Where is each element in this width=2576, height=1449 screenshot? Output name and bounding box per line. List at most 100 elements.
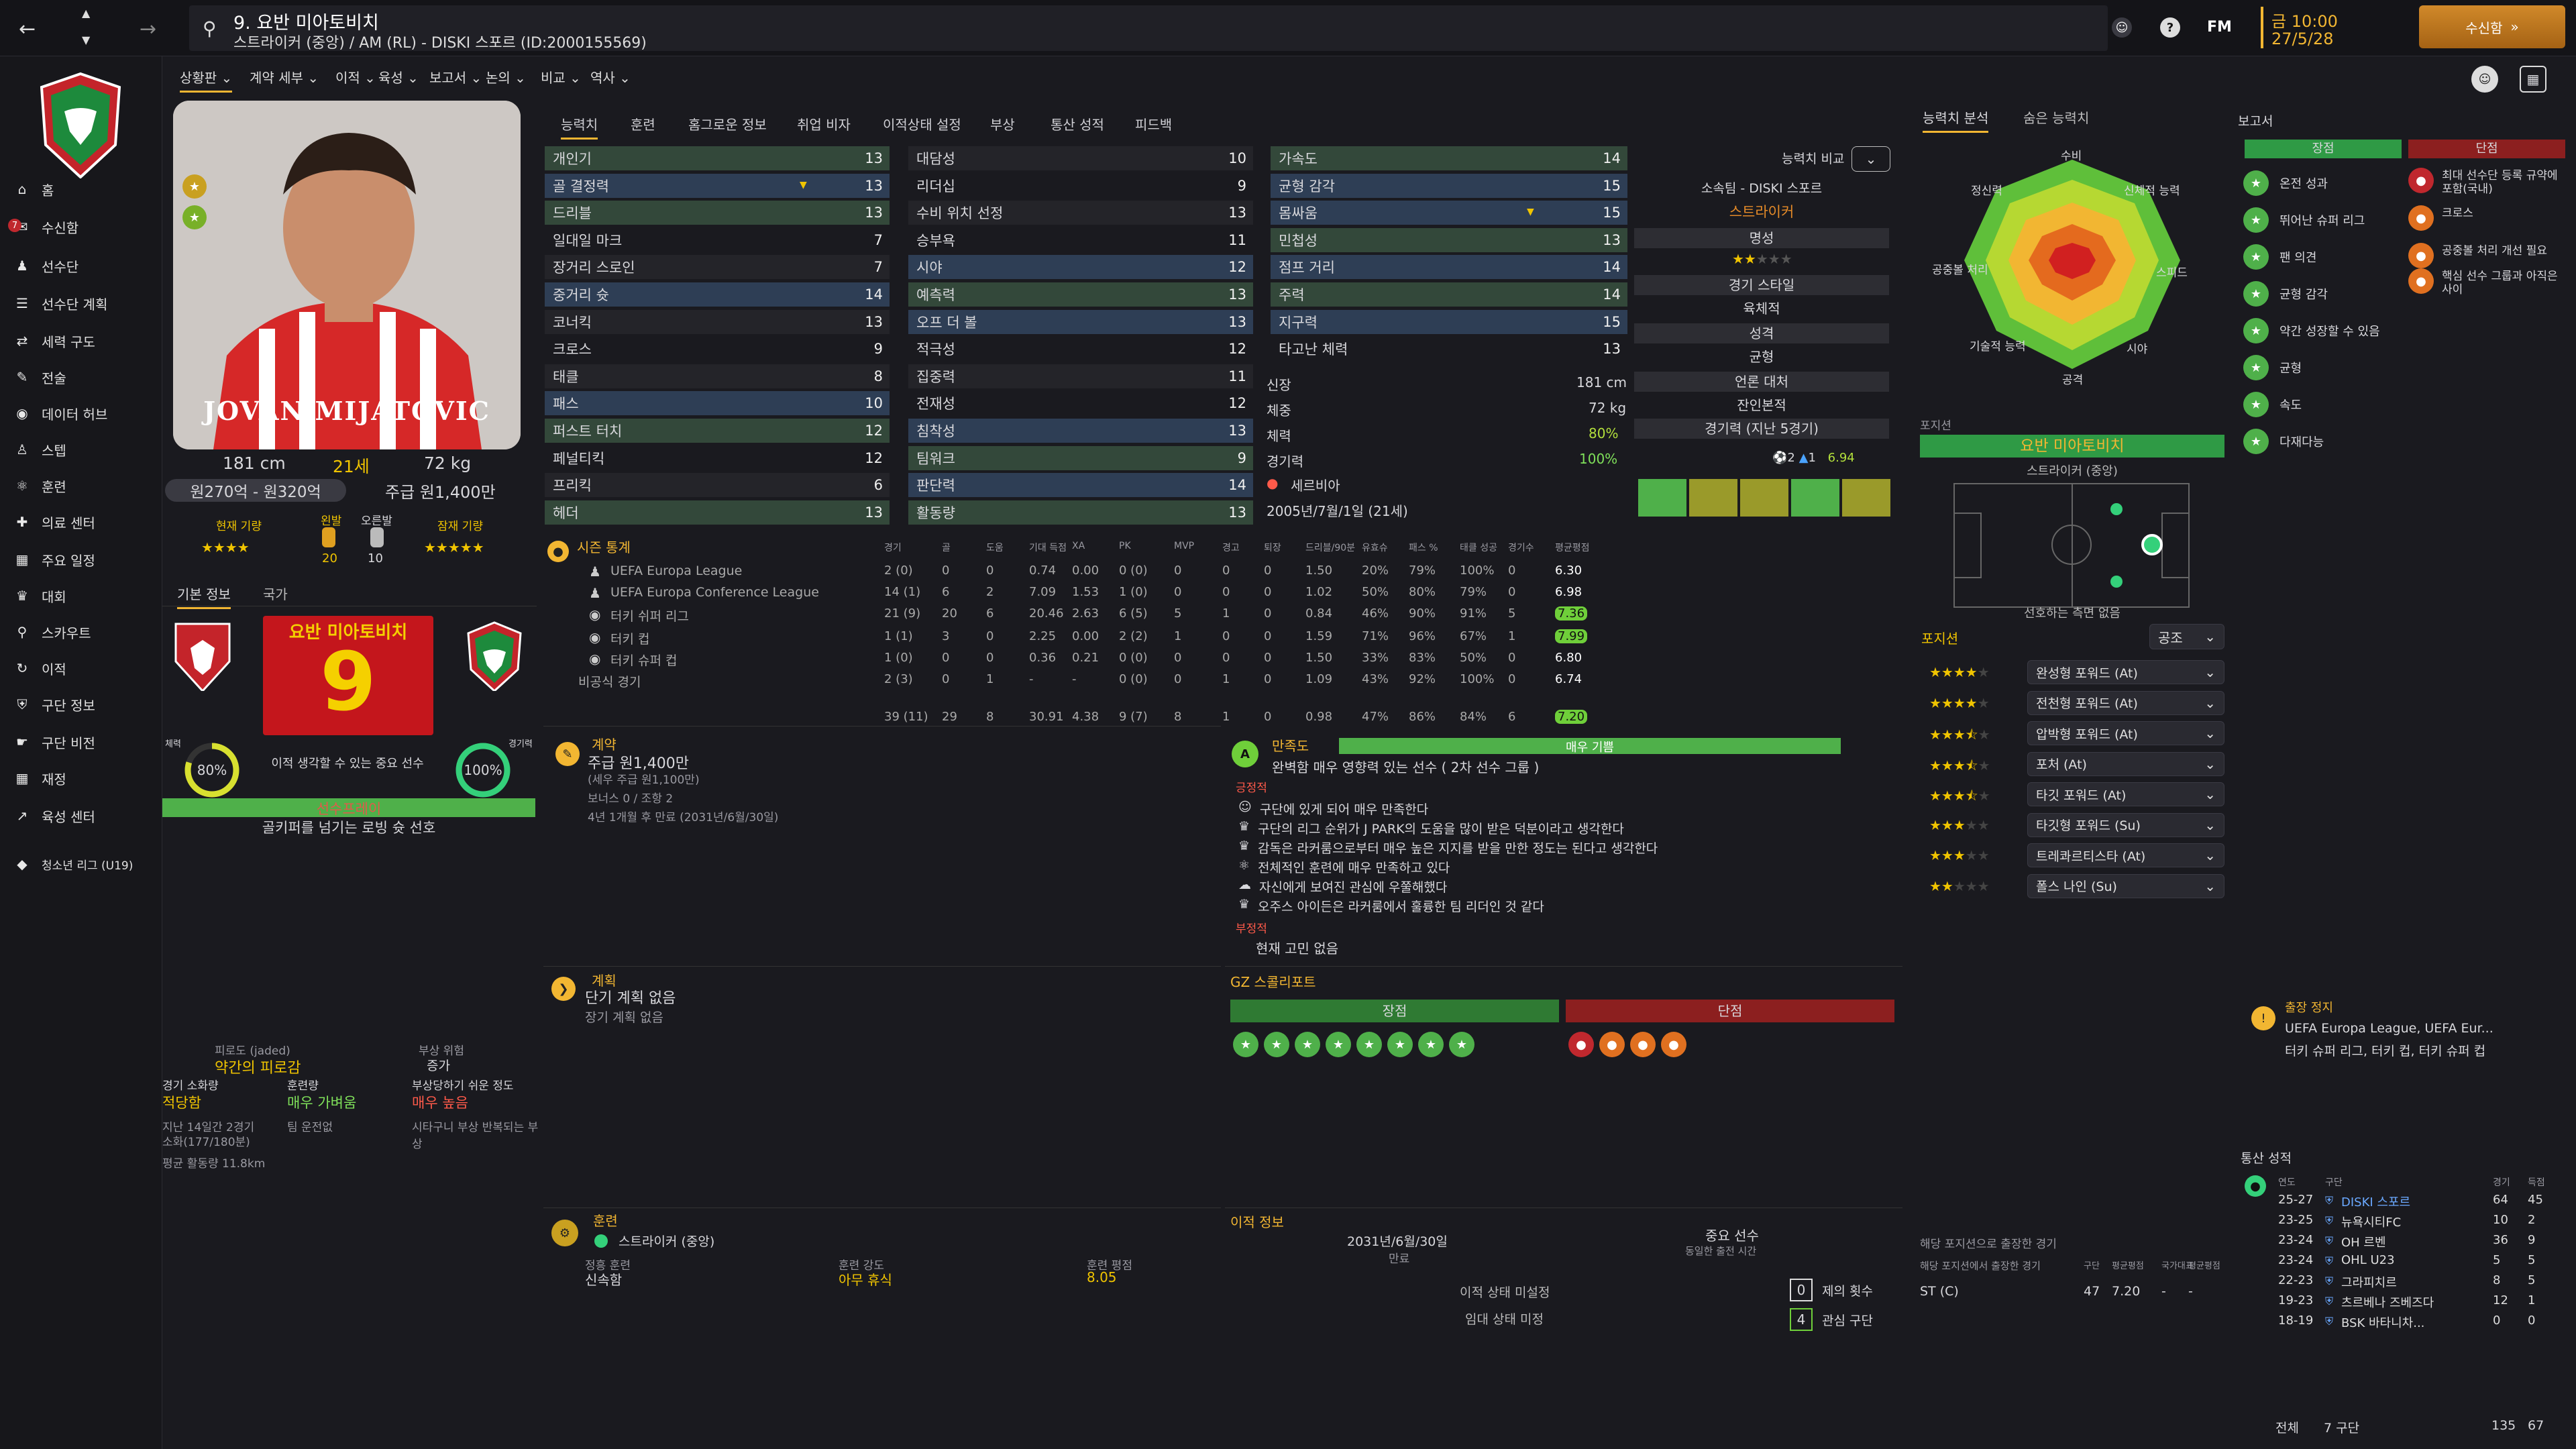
scout-strength-icon[interactable]: ★ — [1418, 1032, 1444, 1057]
subnav-7[interactable]: 역사 ⌄ — [590, 70, 631, 86]
tab-attr-analysis[interactable]: 능력치 분석 — [1923, 107, 1989, 133]
sidebar-item[interactable]: ▦ 주요 일정 — [13, 546, 158, 573]
tab-mid-2[interactable]: 홈그로운 정보 — [688, 117, 767, 133]
sidebar-item[interactable]: ⇄ 세력 구도 — [13, 327, 158, 354]
sidebar-item[interactable]: ☰ 선수단 계획 — [13, 290, 158, 317]
training-title[interactable]: 훈련 — [593, 1213, 618, 1229]
sidebar-item[interactable]: ⌂ 홈 — [13, 176, 158, 203]
stats-col-header[interactable]: 경기 — [884, 543, 902, 553]
scout-strength-icon[interactable]: ★ — [1356, 1032, 1382, 1057]
role-dropdown[interactable]: 포처 (At) ⌄ — [2027, 751, 2224, 776]
suspension-title[interactable]: 출장 정지 — [2285, 1001, 2333, 1015]
sidebar-item[interactable]: ⛨ 구단 정보 — [13, 691, 158, 718]
user-icon[interactable]: ☺ — [2471, 66, 2498, 93]
sidebar-item[interactable]: ♛ 대회 — [13, 582, 158, 609]
tab-mid-1[interactable]: 훈련 — [631, 117, 655, 133]
stats-col-header[interactable]: 패스 % — [1409, 543, 1438, 553]
chevron-down-icon[interactable]: ▼ — [82, 34, 91, 46]
sidebar-item[interactable]: ✉ 수신함 — [13, 213, 158, 240]
roles-sort-button[interactable]: 공조 ⌄ — [2149, 624, 2224, 649]
fm-logo[interactable]: FM — [2207, 19, 2232, 36]
stats-col-header[interactable]: 퇴장 — [1264, 543, 1281, 553]
subnav-1[interactable]: 계약 세부 ⌄ — [250, 70, 319, 86]
plan-title[interactable]: 계획 — [592, 973, 616, 989]
layout-icon[interactable]: ▦ — [2520, 66, 2546, 93]
scout-strength-icon[interactable]: ★ — [1387, 1032, 1413, 1057]
sidebar-item[interactable]: ♙ 스텝 — [13, 436, 158, 463]
help-icon[interactable]: ? — [2160, 17, 2180, 38]
scout-weakness-icon[interactable]: ● — [1661, 1032, 1686, 1057]
chevron-up-icon[interactable]: ▲ — [82, 7, 91, 19]
history-cell[interactable]: BSK 바타니차... — [2341, 1316, 2425, 1330]
history-cell[interactable]: 그라피치르 — [2341, 1276, 2397, 1290]
arrow-right-icon[interactable]: → — [140, 17, 157, 41]
scout-strength-icon[interactable]: ★ — [1295, 1032, 1320, 1057]
stats-col-header[interactable]: 기대 득점 — [1029, 543, 1067, 553]
sidebar-item[interactable]: ♟ 선수단 — [13, 252, 158, 279]
stats-col-header[interactable]: 태클 성공 — [1460, 543, 1497, 553]
stats-col-header[interactable]: 드리블/90분 — [1305, 543, 1356, 553]
stats-col-header[interactable]: PK — [1119, 541, 1131, 551]
role-dropdown[interactable]: 타깃 포워드 (At) ⌄ — [2027, 782, 2224, 806]
skull-icon[interactable]: ☺ — [2112, 17, 2132, 38]
history-cell[interactable]: 츠르베나 즈베즈다 — [2341, 1296, 2434, 1310]
continue-button[interactable]: 수신함» — [2419, 5, 2565, 48]
stats-col-header[interactable]: 경고 — [1222, 543, 1240, 553]
subnav-0[interactable]: 상황판 ⌄ — [180, 67, 233, 93]
role-dropdown[interactable]: 전천형 포워드 (At) ⌄ — [2027, 690, 2224, 715]
subnav-4[interactable]: 보고서 ⌄ — [429, 70, 482, 86]
arrow-left-icon[interactable]: ← — [19, 17, 36, 41]
roles-title[interactable]: 포지션 — [1921, 631, 1959, 647]
tab-mid-5[interactable]: 부상 — [990, 117, 1015, 133]
scout-strength-icon[interactable]: ★ — [1449, 1032, 1474, 1057]
stats-col-header[interactable]: 유효슈 — [1362, 543, 1388, 553]
search-bar[interactable]: ⚲ 9. 요반 미아토비치 스트라이커 (중앙) / AM (RL) - DIS… — [189, 5, 2108, 52]
sidebar-item[interactable]: ◆ 청소년 리그 (U19) — [13, 851, 158, 877]
subnav-3[interactable]: 육성 ⌄ — [378, 70, 419, 86]
stats-col-header[interactable]: 경기수 — [1508, 543, 1534, 553]
scout-strength-icon[interactable]: ★ — [1233, 1032, 1258, 1057]
subnav-6[interactable]: 비교 ⌄ — [541, 70, 581, 86]
tab-mid-4[interactable]: 이적상태 설정 — [883, 117, 961, 133]
role-dropdown[interactable]: 압박형 포워드 (At) ⌄ — [2027, 721, 2224, 745]
club-logo[interactable] — [38, 71, 123, 179]
sidebar-item[interactable]: ✎ 전술 — [13, 364, 158, 390]
stats-col-header[interactable]: 평균평점 — [1555, 543, 1590, 553]
sidebar-item[interactable]: ↗ 육성 센터 — [13, 802, 158, 829]
sidebar-item[interactable]: ↻ 이적 — [13, 655, 158, 682]
happiness-title[interactable]: 만족도 — [1272, 738, 1309, 754]
role-dropdown[interactable]: 트레콰르티스타 (At) ⌄ — [2027, 843, 2224, 867]
history-cell[interactable]: OH 르벤 — [2341, 1236, 2386, 1250]
scout-title[interactable]: GZ 스콜리포트 — [1230, 974, 1316, 990]
sidebar-item[interactable]: ⚛ 훈련 — [13, 472, 158, 499]
value-pill[interactable]: 원270억 - 원320억 — [165, 479, 346, 502]
training-intensity[interactable]: 아무 휴식 — [839, 1272, 892, 1288]
history-cell[interactable]: DISKI 스포르 — [2341, 1195, 2411, 1210]
tab-mid-6[interactable]: 통산 성적 — [1051, 117, 1104, 133]
sidebar-item[interactable]: ▦ 재정 — [13, 765, 158, 792]
stats-col-header[interactable]: 골 — [942, 543, 951, 553]
stats-col-header[interactable]: MVP — [1174, 541, 1195, 551]
interest-icon[interactable]: ★ — [182, 205, 207, 229]
stats-col-header[interactable]: 도움 — [986, 543, 1004, 553]
tab-hidden-attrs[interactable]: 숨은 능력치 — [2023, 110, 2090, 126]
sidebar-item[interactable]: ✚ 의료 센터 — [13, 508, 158, 535]
role-dropdown[interactable]: 완성형 포워드 (At) ⌄ — [2027, 660, 2224, 684]
tab-basic-info[interactable]: 기본 정보 — [177, 584, 231, 609]
award-icon[interactable]: ★ — [182, 174, 207, 199]
stats-col-header[interactable]: XA — [1072, 541, 1085, 551]
tab-mid-3[interactable]: 취업 비자 — [797, 117, 851, 133]
sidebar-item[interactable]: ◉ 데이터 허브 — [13, 400, 158, 427]
role-dropdown[interactable]: 타깃형 포워드 (Su) ⌄ — [2027, 812, 2224, 837]
sidebar-item[interactable]: ☛ 구단 비전 — [13, 729, 158, 755]
tab-mid-0[interactable]: 능력치 — [561, 114, 598, 140]
sidebar-item[interactable]: ⚲ 스카우트 — [13, 619, 158, 645]
transfer-title[interactable]: 이적 정보 — [1230, 1214, 1284, 1230]
tab-nation[interactable]: 국가 — [263, 586, 288, 602]
history-cell[interactable]: OHL U23 — [2341, 1253, 2395, 1267]
compare-dropdown[interactable]: ⌄ — [1851, 146, 1890, 172]
history-cell[interactable]: 뉴욕시티FC — [2341, 1216, 2402, 1230]
subnav-5[interactable]: 논의 ⌄ — [486, 70, 526, 86]
scout-weakness-icon[interactable]: ● — [1599, 1032, 1625, 1057]
scout-strength-icon[interactable]: ★ — [1264, 1032, 1289, 1057]
